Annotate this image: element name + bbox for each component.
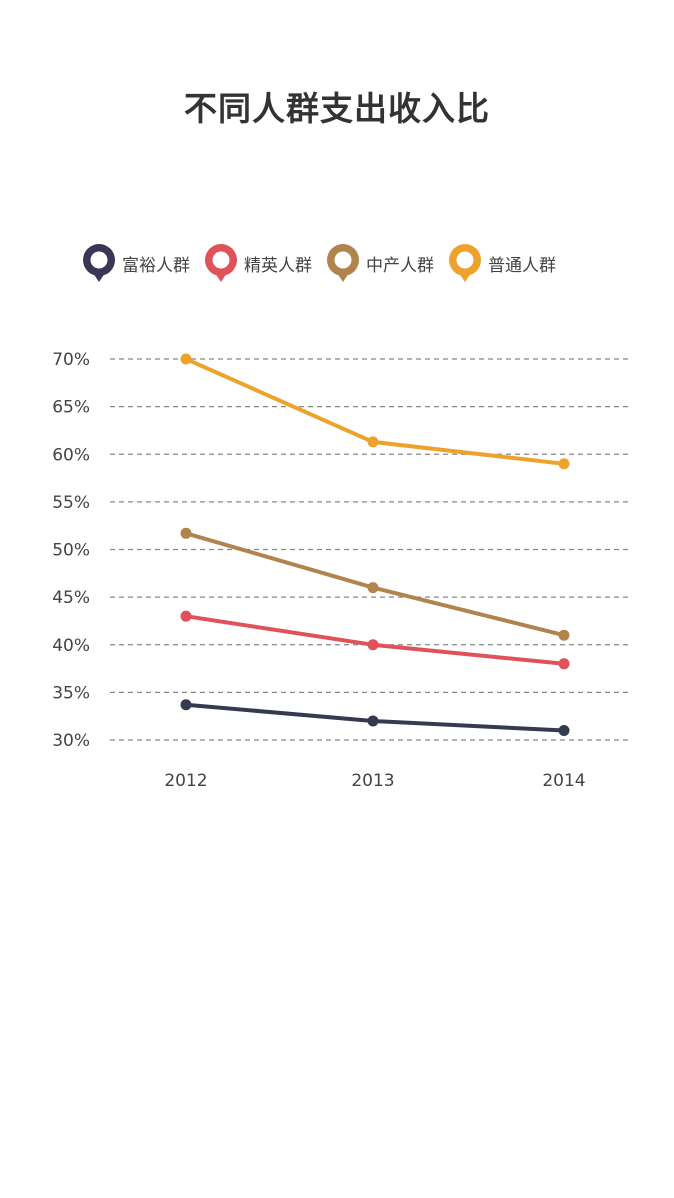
y-tick-label: 60%	[52, 445, 90, 465]
data-point	[367, 436, 379, 448]
line-chart: 70% 65% 60% 55% 50% 45% 40% 35% 30% 2012 2013 2014	[52, 350, 632, 791]
data-point	[367, 582, 379, 594]
data-point	[558, 658, 570, 670]
data-point	[180, 353, 192, 365]
legend-label: 中产人群	[366, 255, 434, 276]
y-tick-label: 40%	[52, 636, 90, 656]
x-tick-label: 2013	[351, 771, 394, 791]
series-line-3	[184, 357, 566, 466]
y-tick-label: 55%	[52, 493, 90, 513]
map-pin-icon	[449, 244, 481, 282]
x-tick-label: 2012	[164, 771, 207, 791]
legend-item-elite: 精英人群	[204, 243, 312, 283]
y-tick-label: 65%	[52, 398, 90, 418]
y-tick-label: 70%	[52, 350, 90, 370]
map-pin-icon	[83, 244, 115, 282]
y-tick-label: 45%	[52, 588, 90, 608]
data-point	[558, 629, 570, 641]
legend-label: 普通人群	[488, 255, 556, 276]
legend-label: 精英人群	[244, 255, 312, 276]
data-point	[367, 639, 379, 651]
x-tick-label: 2014	[542, 771, 585, 791]
y-tick-label: 30%	[52, 731, 90, 751]
y-tick-label: 50%	[52, 541, 90, 561]
legend-item-common: 普通人群	[448, 243, 556, 283]
y-tick-label: 35%	[52, 683, 90, 703]
chart-title: 不同人群支出收入比	[184, 89, 490, 128]
legend-item-middle: 中产人群	[326, 243, 434, 283]
data-point	[558, 724, 570, 736]
data-point	[180, 527, 192, 539]
legend-label: 富裕人群	[122, 255, 190, 276]
data-point	[180, 610, 192, 622]
data-point	[180, 699, 192, 711]
data-point	[367, 715, 379, 727]
legend-item-rich: 富裕人群	[82, 243, 190, 283]
chart-legend: 富裕人群 精英人群 中产人群 普通人群	[82, 243, 570, 283]
map-pin-icon	[327, 244, 359, 282]
data-point	[558, 458, 570, 470]
map-pin-icon	[205, 244, 237, 282]
